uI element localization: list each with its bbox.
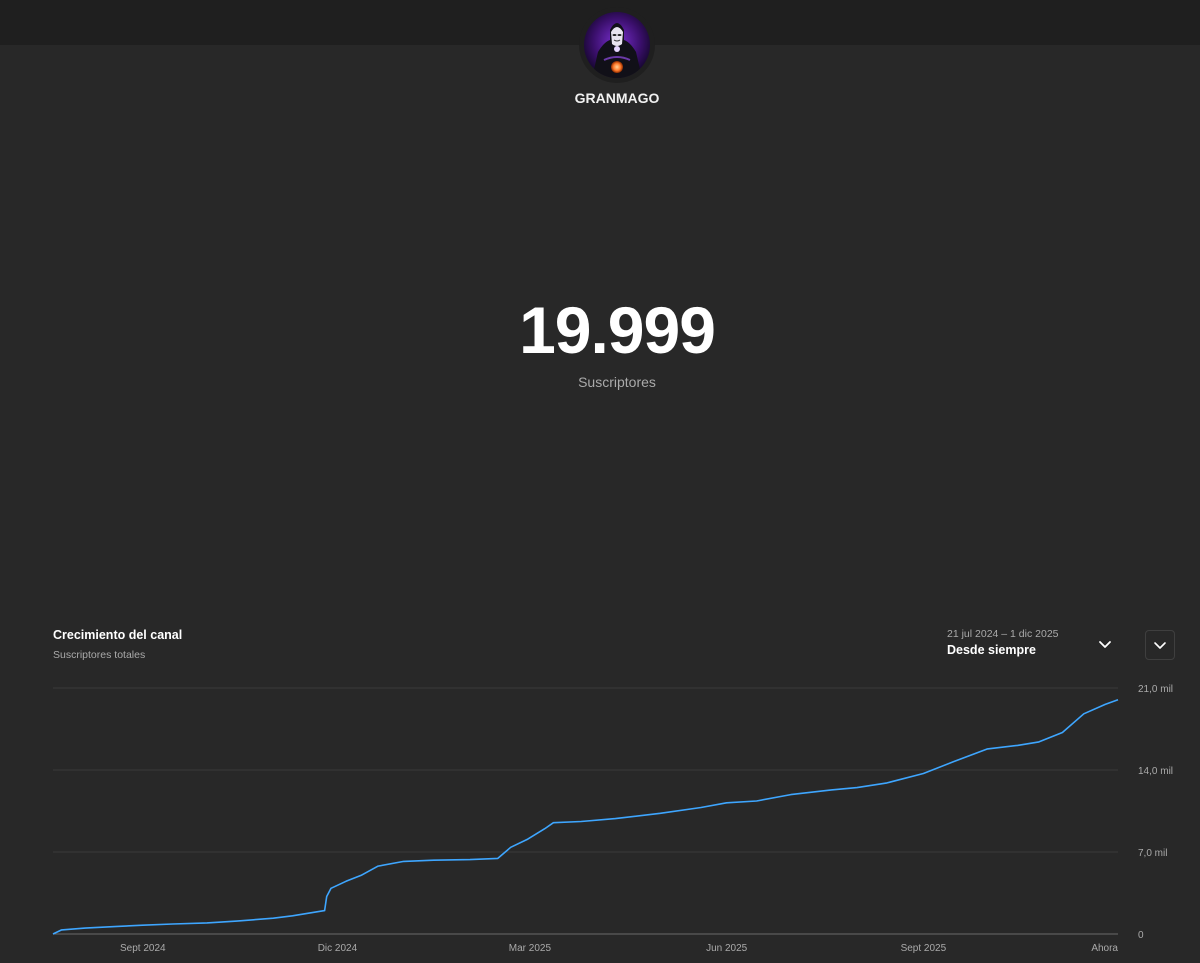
hooded-wizard-avatar-image: [584, 12, 650, 78]
avatar[interactable]: [584, 12, 650, 78]
subscriber-count-label: Suscriptores: [578, 374, 656, 390]
chart-title: Crecimiento del canal: [53, 628, 183, 642]
y-tick-label: 0: [1138, 930, 1144, 941]
y-tick-label: 14,0 mil: [1138, 766, 1173, 777]
x-tick-label: Jun 2025: [706, 943, 748, 954]
chart-subtitle: Suscriptores totales: [53, 649, 146, 661]
x-tick-label: Ahora: [1091, 943, 1118, 954]
y-tick-label: 7,0 mil: [1138, 848, 1167, 859]
chevron-down-icon[interactable]: [1095, 634, 1115, 654]
x-tick-label: Sept 2024: [120, 943, 166, 954]
date-range-text: 21 jul 2024 – 1 dic 2025: [947, 628, 1059, 640]
date-range-selector[interactable]: Desde siempre: [947, 643, 1036, 657]
subscribers-series-line: [52, 698, 1119, 935]
collapse-chart-button[interactable]: [1145, 630, 1175, 660]
x-tick-label: Dic 2024: [318, 943, 358, 954]
y-tick-label: 21,0 mil: [1138, 684, 1173, 695]
x-tick-label: Mar 2025: [509, 943, 552, 954]
subscriber-growth-chart: 0 7,0 mil 14,0 mil 21,0 mil Sept 2024 Dic 202…: [52, 684, 1173, 954]
x-tick-label: Sept 2025: [901, 943, 947, 954]
subscriber-count: 19.999: [519, 293, 716, 367]
channel-name: GRANMAGO: [574, 90, 660, 106]
channel-avatar-frame: [579, 7, 655, 83]
chevron-down-icon: [1154, 642, 1166, 649]
